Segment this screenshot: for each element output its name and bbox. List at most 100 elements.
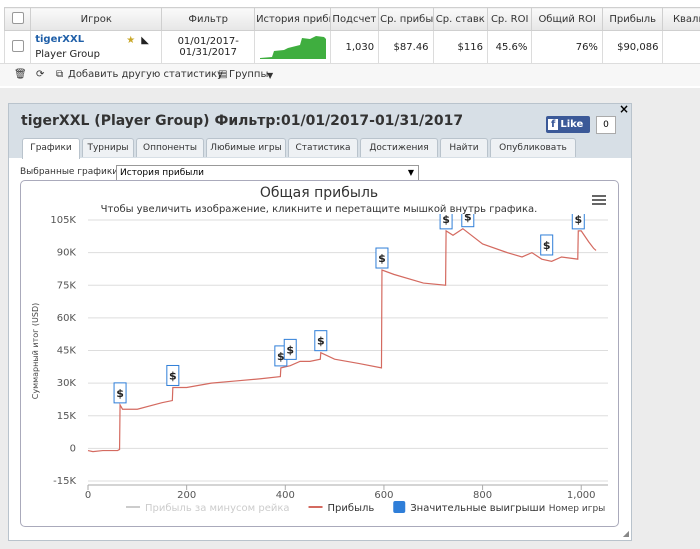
tab[interactable]: Турниры — [82, 138, 134, 157]
flag-box — [375, 247, 389, 269]
flag-box — [166, 364, 180, 386]
x-tick-label: 200 — [177, 490, 196, 501]
x-axis-label: Номер игры — [549, 504, 606, 514]
sparkline — [259, 35, 326, 59]
player-cell: tigerXXL Player Group ★ ◣ — [30, 30, 163, 64]
flag-label: $ — [464, 211, 472, 224]
toolbar: 🗑 ⟳ ⧉ Добавить другую статистику ▤ Групп… — [0, 63, 700, 86]
tab[interactable]: Достижения — [360, 138, 438, 157]
y-tick-label: 30K — [57, 378, 77, 389]
tab[interactable]: Любимые игры — [206, 138, 286, 157]
column-header: Ср. прибы — [378, 7, 434, 31]
player-group: Player Group — [35, 49, 100, 60]
legend-swatch — [393, 501, 406, 513]
plot: $$$$$$$ $$$ — [87, 207, 597, 453]
panel-title: tigerXXL (Player Group) Фильтр:01/01/201… — [21, 113, 464, 129]
player-link[interactable]: tigerXXL — [35, 34, 85, 45]
win-flag[interactable]: $ — [540, 234, 554, 256]
win-flag[interactable]: $ — [571, 209, 585, 230]
flag-label: $ — [286, 343, 294, 356]
x-tick-label: 400 — [276, 490, 295, 501]
fb-like-text: Like — [560, 119, 584, 130]
close-button[interactable]: × — [619, 102, 630, 116]
win-flag[interactable]: $ — [314, 330, 328, 352]
x-tick-label: 0 — [85, 490, 91, 501]
tab[interactable]: Найти — [440, 138, 488, 157]
win-flag[interactable]: $ — [113, 382, 127, 404]
flag-label: $ — [169, 369, 177, 382]
column-header: Общий ROI — [531, 7, 603, 31]
win-flag[interactable]: $ — [439, 209, 453, 230]
fb-like[interactable]: f Like — [546, 116, 590, 133]
groups[interactable]: Группы — [229, 69, 269, 80]
flag-label: $ — [317, 335, 325, 348]
chart-select-label: Выбранные графики: — [20, 167, 122, 177]
y-tick-label: 60K — [57, 313, 77, 324]
flag-box — [571, 214, 585, 230]
legend-label[interactable]: Прибыль — [328, 503, 375, 514]
win-flag[interactable]: $ — [375, 247, 389, 269]
column-header: Прибыль — [601, 7, 664, 31]
y-tick-label: -15K — [53, 476, 76, 487]
flag-box — [314, 330, 328, 352]
data-row: tigerXXL Player Group ★ ◣ 01/01/2017-01/… — [3, 30, 700, 64]
resize-handle[interactable]: ◢ — [622, 529, 629, 538]
y-tick-label: 15K — [57, 411, 77, 422]
tab[interactable]: Статистика — [288, 138, 358, 157]
legend-label[interactable]: Прибыль за минусом рейка — [145, 503, 290, 514]
refresh-icon[interactable]: ⟳ — [36, 69, 45, 80]
trash-icon[interactable]: 🗑 — [14, 69, 27, 80]
groups-icon: ▤ — [218, 69, 228, 80]
legend-label[interactable]: Значительные выигрыши — [410, 503, 545, 514]
chart-box: Общая прибыль Чтобы увеличить изображени… — [20, 180, 619, 527]
tab[interactable]: Опубликовать — [490, 138, 576, 157]
tab[interactable]: Оппоненты — [136, 138, 204, 157]
column-header: Игрок — [30, 7, 163, 31]
flag-box — [461, 214, 475, 228]
profit-line — [87, 227, 597, 453]
y-tick-label: 75K — [57, 280, 77, 291]
chart-title: Общая прибыль — [260, 185, 378, 201]
win-flag[interactable]: $ — [283, 338, 297, 360]
flag-box — [113, 382, 127, 404]
menu-icon[interactable] — [592, 195, 606, 205]
row-select[interactable] — [3, 30, 32, 64]
stat-cell: $87.46 — [378, 30, 434, 64]
sparkline-cell — [254, 30, 331, 64]
stat-cell: $116 — [432, 30, 489, 64]
y-tick-label: 90K — [57, 248, 77, 259]
column-header: История прибыл — [254, 7, 331, 31]
tab[interactable]: Графики — [22, 138, 80, 159]
stat-cell: 1,030 — [329, 30, 380, 64]
select-all[interactable] — [3, 7, 32, 31]
shark-icon: ◣ — [141, 35, 149, 46]
chart-select[interactable]: История прибыли ▼ — [116, 165, 419, 181]
x-tick-label: 800 — [473, 490, 492, 501]
y-tick-label: 45K — [57, 346, 77, 357]
y-axis-label: Суммарный итог (USD) — [31, 303, 40, 400]
flag-label: $ — [574, 213, 582, 226]
chart-subtitle: Чтобы увеличить изображение, кликните и … — [101, 204, 538, 215]
flag-box — [439, 214, 453, 230]
stat-cell: 94 — [662, 30, 700, 64]
panel-header: tigerXXL (Player Group) Фильтр:01/01/201… — [9, 102, 631, 159]
flag-box — [540, 234, 554, 256]
flag-label: $ — [277, 350, 285, 363]
player-panel: tigerXXL (Player Group) Фильтр:01/01/201… — [8, 102, 632, 541]
flag-label: $ — [442, 213, 450, 226]
flag-label: $ — [378, 252, 386, 265]
stat-cell: 45.6% — [486, 30, 533, 64]
like-count: 0 — [596, 116, 616, 134]
stat-cell: $90,086 — [601, 30, 664, 64]
add-stat[interactable]: Добавить другую статистику — [68, 69, 224, 80]
column-header: Квалиф — [662, 7, 700, 31]
win-flag[interactable]: $ — [166, 364, 180, 386]
column-header: Подсчет — [329, 7, 380, 31]
groups-caret: ▼ — [267, 71, 274, 80]
stat-cell: 76% — [531, 30, 603, 64]
win-flag[interactable]: $ — [461, 207, 475, 228]
